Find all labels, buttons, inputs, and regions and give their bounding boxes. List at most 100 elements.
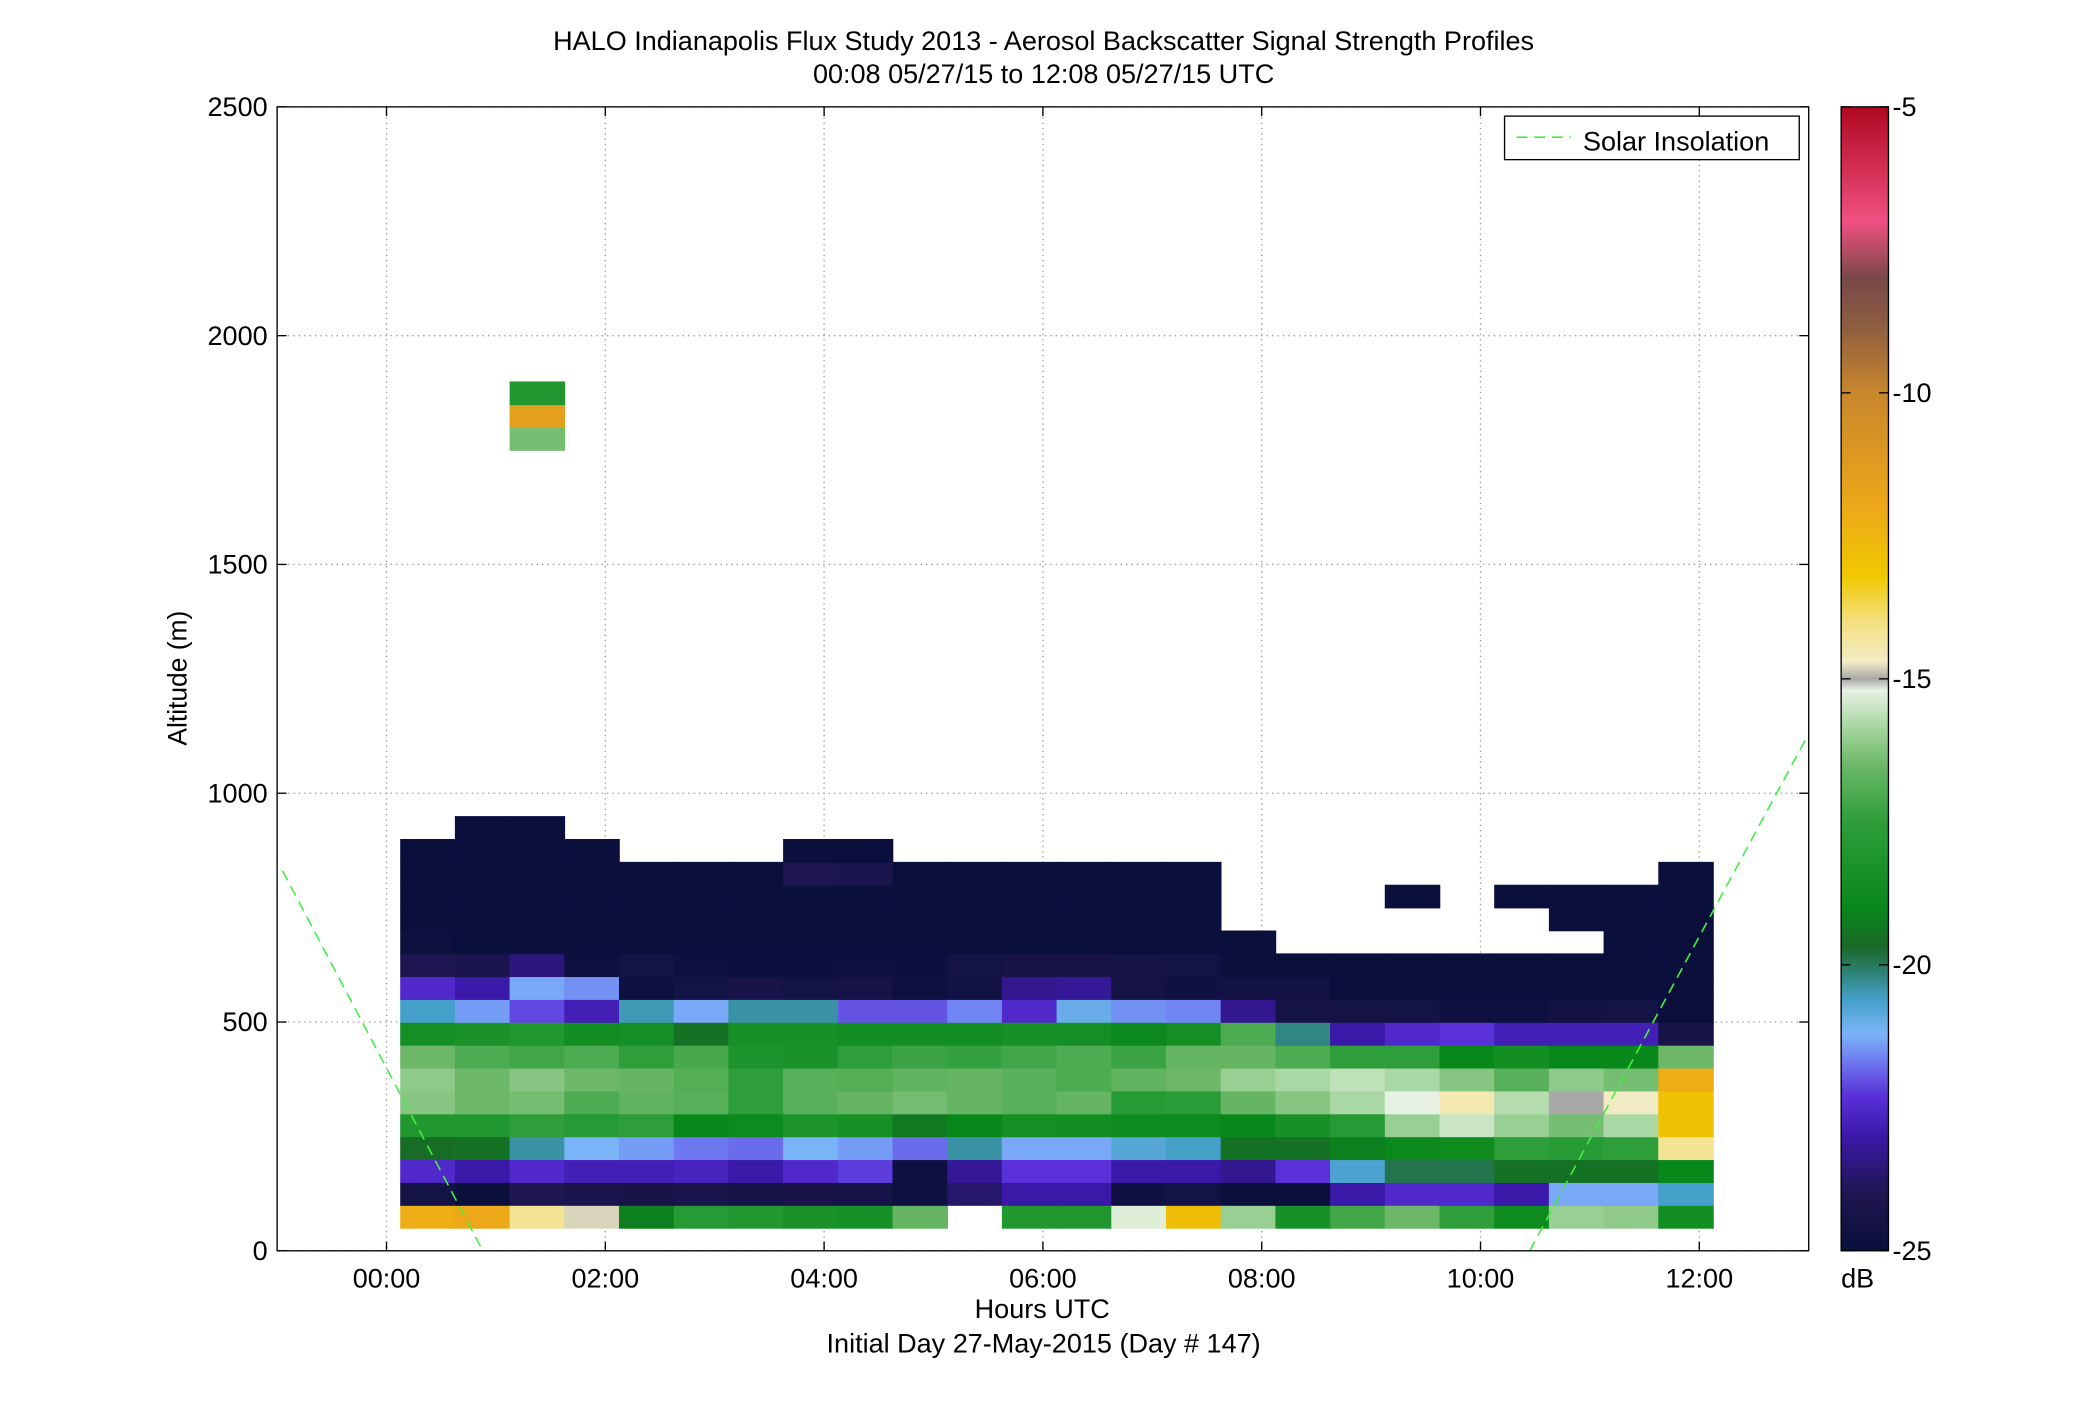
heatmap-cell xyxy=(1001,1159,1058,1183)
heatmap-cell xyxy=(673,999,730,1023)
heatmap-cell xyxy=(1439,1205,1495,1229)
heatmap-cell xyxy=(400,884,456,909)
heatmap-cell xyxy=(1056,953,1113,978)
heatmap-cell xyxy=(400,1067,456,1092)
heatmap-cell xyxy=(1384,1113,1441,1138)
heatmap-cell xyxy=(509,861,566,886)
heatmap-cell xyxy=(1658,1205,1714,1229)
heatmap-cell xyxy=(728,884,784,909)
y-tick-label: 2500 xyxy=(208,92,268,122)
heatmap-cell xyxy=(1330,1182,1386,1206)
heatmap-cell xyxy=(1330,999,1386,1023)
heatmap-cell xyxy=(1548,1090,1605,1115)
heatmap-cell xyxy=(454,1022,511,1046)
heatmap-cell xyxy=(1165,999,1222,1023)
heatmap-cell xyxy=(1384,1090,1441,1115)
heatmap-cell xyxy=(564,1044,620,1069)
heatmap-cell xyxy=(1658,1090,1714,1115)
heatmap-cell xyxy=(673,953,730,978)
y-tick-label: 500 xyxy=(223,1008,268,1038)
heatmap-cell xyxy=(1165,861,1222,886)
heatmap-cell xyxy=(1001,1044,1058,1069)
heatmap-cell xyxy=(783,1159,839,1183)
heatmap-cell xyxy=(1658,999,1714,1023)
heatmap-cell xyxy=(1330,953,1386,978)
heatmap-cell xyxy=(947,976,1003,1000)
heatmap-cell xyxy=(1220,976,1277,1000)
heatmap-cell xyxy=(1275,953,1331,978)
heatmap-cell xyxy=(1658,884,1714,909)
heatmap-cell xyxy=(1111,1205,1167,1229)
heatmap-cell xyxy=(1603,907,1660,932)
heatmap-cell xyxy=(1439,1022,1495,1046)
heatmap-cell xyxy=(400,976,456,1000)
heatmap-cell xyxy=(1603,1067,1660,1092)
heatmap-cell xyxy=(728,1067,784,1092)
heatmap-cell xyxy=(564,953,620,978)
heatmap-cell xyxy=(400,953,456,978)
heatmap-cell xyxy=(728,976,784,1000)
heatmap-cell xyxy=(509,976,566,1000)
heatmap-cell xyxy=(454,930,511,955)
legend: Solar Insolation xyxy=(1503,115,1800,161)
heatmap-cell xyxy=(509,884,566,909)
heatmap-cell xyxy=(1330,1205,1386,1229)
heatmap-cell xyxy=(673,976,730,1000)
heatmap-cell xyxy=(1384,1067,1441,1092)
heatmap-cell xyxy=(1056,1044,1113,1069)
heatmap-cell xyxy=(618,1067,675,1092)
heatmap-cell xyxy=(892,930,949,955)
heatmap-cell xyxy=(618,999,675,1023)
heatmap-cell xyxy=(1056,861,1113,886)
heatmap-cell xyxy=(837,953,894,978)
heatmap-cell xyxy=(564,1182,620,1206)
heatmap-cell xyxy=(400,930,456,955)
heatmap-cell xyxy=(509,816,566,840)
heatmap-cell xyxy=(947,1159,1003,1183)
heatmap-cell xyxy=(1548,999,1605,1023)
heatmap-cell xyxy=(837,1159,894,1183)
heatmap-cell xyxy=(947,1067,1003,1092)
heatmap-cell xyxy=(1384,1136,1441,1161)
heatmap-cell xyxy=(1439,1182,1495,1206)
heatmap-cell xyxy=(400,861,456,886)
heatmap-cell xyxy=(1220,1136,1277,1161)
heatmap-cell xyxy=(1111,1090,1167,1115)
heatmap-cell xyxy=(454,884,511,909)
heatmap-cell xyxy=(892,1182,949,1206)
heatmap-cell xyxy=(1220,1182,1277,1206)
y-tick-label: 2000 xyxy=(208,321,268,351)
heatmap-cell xyxy=(1330,1159,1386,1183)
heatmap-cell xyxy=(1275,1022,1331,1046)
heatmap-cell xyxy=(618,930,675,955)
heatmap-cell xyxy=(1494,1182,1550,1206)
heatmap-cell xyxy=(1658,1067,1714,1092)
heatmap-cell xyxy=(1275,976,1331,1000)
heatmap-cell xyxy=(1384,884,1441,909)
heatmap-cell xyxy=(728,1159,784,1183)
heatmap-cell xyxy=(1056,1136,1113,1161)
heatmap-cell xyxy=(947,1136,1003,1161)
x-tick-label: 04:00 xyxy=(790,1264,858,1294)
heatmap-cell xyxy=(1056,1159,1113,1183)
heatmap-cell xyxy=(1658,953,1714,978)
heatmap-cell xyxy=(454,1090,511,1115)
heatmap-cell xyxy=(783,1182,839,1206)
heatmap-cell xyxy=(892,1090,949,1115)
heatmap-cell xyxy=(454,976,511,1000)
heatmap-cell xyxy=(1548,1044,1605,1069)
heatmap-cell xyxy=(1658,907,1714,932)
x-tick-label: 08:00 xyxy=(1228,1264,1296,1294)
heatmap-cell xyxy=(1384,953,1441,978)
heatmap-cell xyxy=(673,861,730,886)
heatmap-cell xyxy=(1111,1159,1167,1183)
heatmap-cell xyxy=(509,1159,566,1183)
y-tick-label: 1000 xyxy=(208,779,268,809)
heatmap-cell xyxy=(1056,1113,1113,1138)
heatmap-cell xyxy=(1165,1067,1222,1092)
heatmap-cell xyxy=(1001,999,1058,1023)
heatmap-cell xyxy=(1220,930,1277,955)
heatmap-cell xyxy=(1384,1159,1441,1183)
heatmap-cell xyxy=(509,1205,566,1229)
heatmap-cell xyxy=(947,1182,1003,1206)
